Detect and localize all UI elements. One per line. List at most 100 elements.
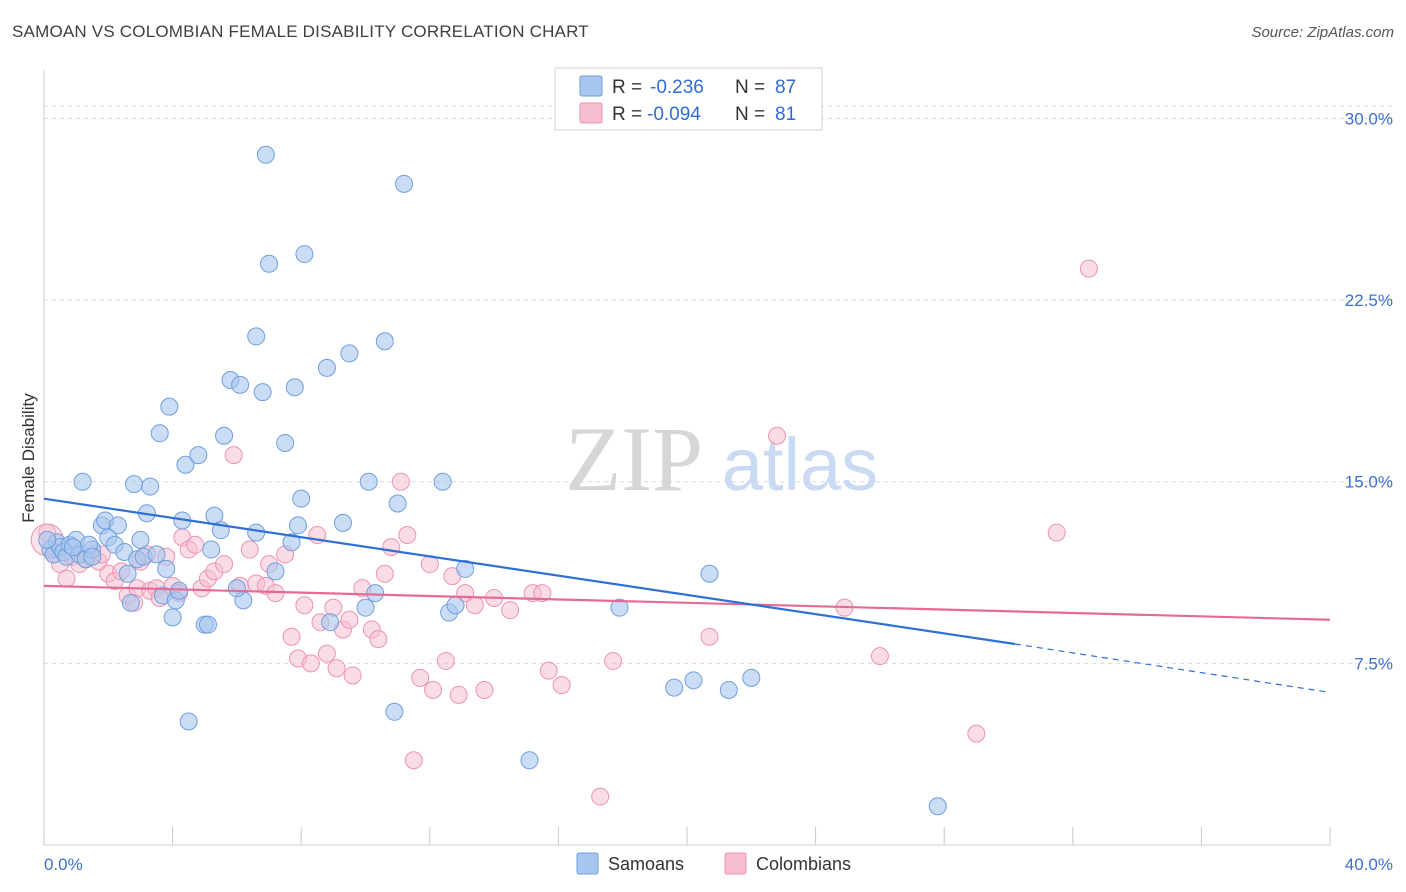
- samoans-point: [189, 446, 208, 465]
- colombians-r-label: R =: [612, 104, 642, 125]
- samoans-point: [131, 530, 150, 549]
- samoans-point: [282, 533, 301, 552]
- samoans-trend-line: [43, 497, 1016, 646]
- colombians-point: [700, 627, 719, 646]
- legend-samoans-swatch: [576, 852, 599, 875]
- colombians-point: [301, 654, 320, 673]
- y-tick-label: 22.5%: [1345, 291, 1393, 310]
- samoans-point: [247, 523, 266, 542]
- samoans-point: [285, 378, 304, 397]
- samoans-point: [256, 145, 275, 164]
- samoans-point: [260, 254, 279, 273]
- y-tick-label: 30.0%: [1345, 109, 1393, 128]
- watermark-atlas: atlas: [722, 423, 878, 506]
- colombians-point: [465, 596, 484, 615]
- samoans-point: [170, 581, 189, 600]
- samoans-point: [83, 547, 102, 566]
- samoans-point: [321, 613, 340, 632]
- colombians-point: [967, 724, 986, 743]
- samoans-point: [520, 751, 539, 770]
- samoans-point: [247, 327, 266, 346]
- samoans-n-label: N =: [735, 77, 765, 98]
- samoans-points: [38, 145, 947, 816]
- colombians-point: [391, 472, 410, 491]
- colombians-point: [295, 596, 314, 615]
- watermark-zip: ZIP: [565, 408, 703, 510]
- samoans-point: [356, 598, 375, 617]
- samoans-point: [359, 472, 378, 491]
- samoans-point: [179, 712, 198, 731]
- colombians-point: [768, 426, 787, 445]
- samoans-point: [202, 540, 221, 559]
- samoans-r-label: R =: [612, 77, 642, 98]
- samoans-point: [395, 174, 414, 193]
- colombians-r-value: -0.094: [647, 104, 701, 125]
- legend-colombians-label: Colombians: [756, 854, 851, 874]
- samoans-point: [176, 455, 195, 474]
- samoans-swatch: [579, 75, 603, 97]
- colombians-point: [1047, 523, 1066, 542]
- trend-lines: [43, 497, 1331, 694]
- samoans-point: [160, 397, 179, 416]
- samoans-point: [253, 383, 272, 402]
- colombians-point: [552, 676, 571, 695]
- colombians-point: [282, 627, 301, 646]
- x-tick-label: 0.0%: [44, 855, 83, 874]
- samoans-point: [292, 489, 311, 508]
- samoans-point: [388, 494, 407, 513]
- y-tick-label: 7.5%: [1354, 654, 1393, 673]
- colombians-point: [215, 555, 234, 574]
- colombians-point: [327, 659, 346, 678]
- colombians-point: [240, 540, 259, 559]
- colombians-point: [604, 651, 623, 670]
- colombians-point: [186, 535, 205, 554]
- samoans-point: [141, 477, 160, 496]
- colombians-point: [1079, 259, 1098, 278]
- samoans-point: [231, 375, 250, 394]
- samoans-point: [288, 516, 307, 535]
- legend-colombians-swatch: [724, 852, 747, 875]
- colombians-point: [870, 647, 889, 666]
- y-axis-label: Female Disability: [19, 393, 38, 523]
- samoans-point: [266, 562, 285, 581]
- legend-samoans-label: Samoans: [608, 854, 684, 874]
- samoans-point: [375, 332, 394, 351]
- samoans-point: [928, 797, 947, 816]
- samoans-point: [276, 433, 295, 452]
- samoans-point: [157, 559, 176, 578]
- samoans-n-value: 87: [775, 77, 796, 98]
- colombians-point: [57, 569, 76, 588]
- samoans-point: [317, 358, 336, 377]
- samoans-point: [456, 559, 475, 578]
- colombians-point: [411, 668, 430, 687]
- samoans-point: [340, 344, 359, 363]
- colombians-point: [424, 681, 443, 699]
- samoans-point: [38, 530, 57, 549]
- samoans-point: [665, 678, 684, 697]
- samoans-point: [333, 513, 352, 532]
- colombians-point: [398, 526, 417, 544]
- samoans-point: [610, 598, 629, 617]
- samoans-point: [108, 516, 127, 535]
- samoans-point: [215, 426, 234, 445]
- y-tick-label: 15.0%: [1345, 473, 1393, 492]
- samoans-point: [118, 564, 137, 583]
- chart-source: Source: ZipAtlas.com: [1251, 24, 1394, 41]
- colombians-point: [343, 666, 362, 685]
- colombians-point: [317, 644, 336, 663]
- colombians-point: [404, 751, 423, 770]
- colombians-trend-line: [43, 584, 1331, 621]
- x-tick-label: 40.0%: [1345, 855, 1393, 874]
- tick-labels: 7.5% 15.0% 22.5% 30.0% 0.0% 40.0%: [44, 109, 1393, 874]
- samoans-point: [719, 681, 738, 699]
- colombians-point: [533, 584, 552, 603]
- samoans-point: [366, 584, 385, 603]
- series-legend: Samoans Colombians: [576, 852, 851, 875]
- samoans-point: [684, 671, 703, 690]
- colombians-point: [369, 630, 388, 649]
- samoans-point: [150, 424, 169, 443]
- samoans-point: [742, 668, 761, 687]
- colombians-n-value: 81: [775, 104, 796, 125]
- samoans-point: [163, 608, 182, 627]
- samoans-point: [198, 615, 217, 634]
